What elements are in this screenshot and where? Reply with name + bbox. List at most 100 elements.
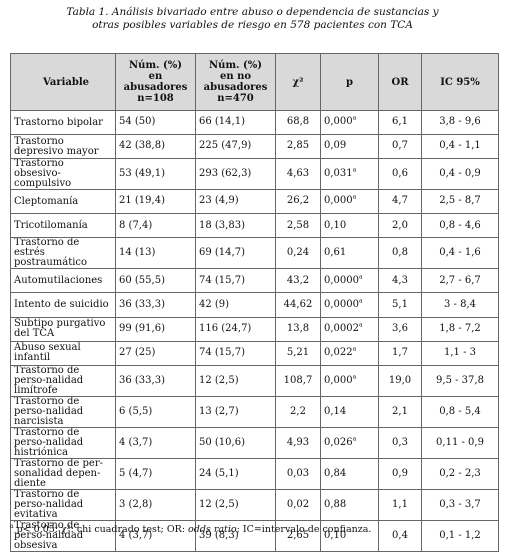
- row-chi-square-text: 26,2: [286, 195, 310, 207]
- table-row: Automutilaciones 60 (55,5) 74 (15,7) 43,2 0,…: [10, 268, 499, 294]
- row-nonabusers: 23 (4,9): [195, 189, 276, 215]
- row-or: 3,6: [378, 316, 422, 342]
- row-nonabusers: 74 (15,7): [195, 268, 276, 294]
- row-variable-text: Trastorno depresivo mayor: [14, 135, 99, 157]
- row-or-text: 6,1: [392, 116, 408, 128]
- row-ic-text: 0,8 - 4,6: [439, 219, 481, 231]
- row-variable: Trastorno de estrés postraumático: [10, 237, 116, 270]
- table-row: Trastorno de perso-nalidad limítrofe 36 (…: [10, 364, 499, 397]
- header-nonabusers: Núm. (%) en no abusadores n=470: [195, 53, 276, 111]
- row-nonabusers-text: 74 (15,7): [199, 274, 245, 286]
- header-abusers-line-2: en: [148, 71, 163, 82]
- row-abusers: 54 (50): [115, 109, 196, 136]
- row-variable: Tricotilomanía: [10, 213, 116, 239]
- row-abusers: 42 (38,8): [115, 134, 196, 160]
- row-p: 0,84: [320, 457, 379, 490]
- row-p-text: 0,88: [324, 498, 347, 510]
- row-abusers-text: 8 (7,4): [119, 219, 153, 231]
- table-row: Trastorno bipolar 54 (50) 66 (14,1) 68,8 0,0…: [10, 109, 499, 136]
- table-row: Intento de suicidio 36 (33,3) 42 (9) 44,62 0…: [10, 292, 499, 318]
- row-ic-text: 0,11 - 0,9: [436, 436, 484, 448]
- row-nonabusers-text: 69 (14,7): [199, 247, 245, 259]
- row-or-text: 0,8: [392, 247, 408, 259]
- row-chi-square: 0,02: [275, 488, 321, 521]
- row-chi-square: 108,7: [275, 364, 321, 397]
- row-abusers: 5 (4,7): [115, 457, 196, 490]
- row-ic: 1,8 - 7,2: [421, 316, 499, 342]
- significance-mark: a: [359, 321, 363, 329]
- row-abusers-text: 6 (5,5): [119, 405, 153, 417]
- row-variable-text: Subtipo purgativo del TCA: [14, 318, 106, 340]
- row-p-text: 0,0000: [324, 298, 359, 310]
- row-p: 0,000a: [320, 109, 379, 136]
- row-nonabusers-text: 12 (2,5): [199, 374, 239, 386]
- header-abusers: Núm. (%) en abusadores n=108: [115, 53, 196, 111]
- row-p: 0,0002a: [320, 316, 379, 342]
- row-abusers-text: 36 (33,3): [119, 374, 165, 386]
- header-nonabusers-line-1: Núm. (%): [209, 60, 262, 71]
- row-p: 0,61: [320, 237, 379, 270]
- row-chi-square-text: 2,65: [286, 529, 310, 541]
- row-nonabusers: 50 (10,6): [195, 426, 276, 459]
- row-nonabusers: 66 (14,1): [195, 109, 276, 136]
- row-variable-text: Tricotilomanía: [14, 219, 88, 231]
- row-ic-text: 9,5 - 37,8: [436, 374, 484, 386]
- row-variable: Trastorno obsesivo-compulsivo: [10, 158, 116, 191]
- row-chi-square: 26,2: [275, 189, 321, 215]
- row-p-text: 0,0002: [324, 322, 359, 334]
- row-p-text: 0,022: [324, 346, 353, 358]
- header-chi-square: χ²: [275, 53, 321, 111]
- significance-mark: a: [352, 435, 357, 443]
- row-abusers: 14 (13): [115, 237, 196, 270]
- header-ic: IC 95%: [421, 53, 499, 111]
- row-abusers-text: 99 (91,6): [119, 322, 165, 334]
- header-abusers-line-4: n=108: [137, 93, 174, 104]
- row-chi-square: 2,2: [275, 395, 321, 428]
- row-p: 0,022a: [320, 340, 379, 366]
- row-chi-square-text: 68,8: [286, 116, 310, 128]
- row-chi-square: 13,8: [275, 316, 321, 342]
- row-nonabusers-text: 24 (5,1): [199, 467, 239, 479]
- row-abusers: 27 (25): [115, 340, 196, 366]
- row-chi-square: 5,21: [275, 340, 321, 366]
- row-chi-square-text: 4,93: [286, 436, 310, 448]
- significance-mark: a: [352, 373, 357, 381]
- header-p: p: [320, 53, 379, 111]
- row-abusers: 99 (91,6): [115, 316, 196, 342]
- row-chi-square-text: 5,21: [286, 346, 310, 358]
- row-or: 2,1: [378, 395, 422, 428]
- header-variable: Variable: [10, 53, 116, 111]
- caption-line-2: otras posibles variables de riesgo en 57…: [92, 19, 413, 31]
- row-ic: 2,5 - 8,7: [421, 189, 499, 215]
- row-or: 4,3: [378, 268, 422, 294]
- header-abusers-line-3: abusadores: [123, 82, 188, 93]
- row-variable: Trastorno de perso-nalidad evitativa: [10, 488, 116, 521]
- row-abusers: 53 (49,1): [115, 158, 196, 191]
- row-abusers-text: 60 (55,5): [119, 274, 165, 286]
- row-p-text: 0,09: [324, 140, 347, 152]
- row-variable-text: Abuso sexual infantil: [14, 342, 81, 364]
- table-caption: Tabla 1. Análisis bivariado entre abuso …: [0, 6, 505, 32]
- row-ic-text: 1,1 - 3: [443, 346, 476, 358]
- row-variable-text: Cleptomanía: [14, 195, 79, 207]
- row-nonabusers: 12 (2,5): [195, 364, 276, 397]
- row-chi-square-text: 44,62: [283, 298, 313, 310]
- table-row: Trastorno de per-sonalidad depen-diente 5…: [10, 457, 499, 490]
- caption-line-1: Tabla 1. Análisis bivariado entre abuso …: [66, 6, 439, 18]
- row-p-text: 0,000: [324, 374, 353, 386]
- row-or-text: 0,6: [392, 167, 408, 179]
- row-or: 0,7: [378, 134, 422, 160]
- row-ic: 9,5 - 37,8: [421, 364, 499, 397]
- row-ic-text: 0,1 - 1,2: [439, 529, 481, 541]
- table-row: Trastorno depresivo mayor 42 (38,8) 225 (4…: [10, 134, 499, 160]
- row-p-text: 0,0000: [324, 274, 359, 286]
- row-variable: Trastorno de perso-nalidad histriónica: [10, 426, 116, 459]
- row-nonabusers: 116 (24,7): [195, 316, 276, 342]
- row-chi-square-text: 0,03: [286, 467, 310, 479]
- row-or: 19,0: [378, 364, 422, 397]
- row-variable: Trastorno bipolar: [10, 109, 116, 136]
- row-p: 0,10: [320, 213, 379, 239]
- row-or: 0,4: [378, 519, 422, 552]
- row-ic-text: 0,2 - 2,3: [439, 467, 481, 479]
- row-nonabusers-text: 39 (8,3): [199, 529, 239, 541]
